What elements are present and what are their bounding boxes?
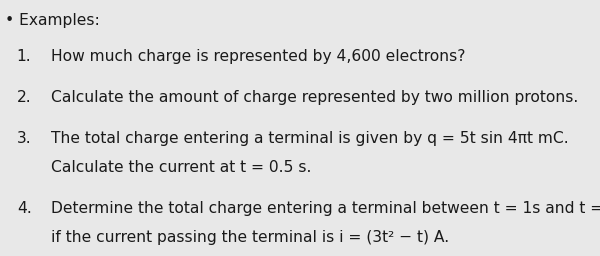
Text: 2.: 2.: [17, 90, 31, 105]
Text: 4.: 4.: [17, 201, 32, 216]
Text: The total charge entering a terminal is given by q = 5t sin 4πt mC.: The total charge entering a terminal is …: [51, 131, 569, 146]
Text: • Examples:: • Examples:: [5, 13, 100, 28]
Text: How much charge is represented by 4,600 electrons?: How much charge is represented by 4,600 …: [51, 49, 466, 64]
Text: if the current passing the terminal is i = (3t² − t) A.: if the current passing the terminal is i…: [51, 230, 449, 246]
Text: Calculate the amount of charge represented by two million protons.: Calculate the amount of charge represent…: [51, 90, 578, 105]
Text: 3.: 3.: [17, 131, 31, 146]
Text: Calculate the current at t = 0.5 s.: Calculate the current at t = 0.5 s.: [51, 160, 311, 175]
Text: Determine the total charge entering a terminal between t = 1s and t = 2s: Determine the total charge entering a te…: [51, 201, 600, 216]
Text: 1.: 1.: [17, 49, 31, 64]
